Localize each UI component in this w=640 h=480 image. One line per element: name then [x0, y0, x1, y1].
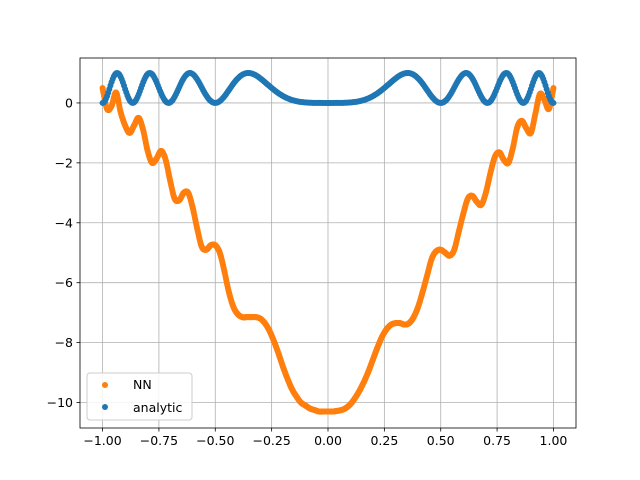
analytic-series — [99, 69, 557, 106]
x-tick-label: 0.75 — [483, 433, 511, 448]
legend: NN analytic — [86, 372, 193, 421]
y-tick-label: −6 — [55, 275, 73, 290]
y-axis-ticks: −10 −8 −6 −4 −2 0 — [47, 95, 80, 410]
y-tick-label: −2 — [55, 155, 73, 170]
legend-nn-marker — [102, 382, 108, 388]
x-tick-label: −0.50 — [196, 433, 234, 448]
legend-box — [86, 372, 193, 421]
analytic-point — [550, 99, 557, 106]
y-tick-label: −8 — [55, 335, 73, 350]
nn-series — [99, 84, 557, 415]
x-tick-label: 1.00 — [540, 433, 568, 448]
y-tick-label: −10 — [47, 395, 73, 410]
x-axis-ticks: −1.00 −0.75 −0.50 −0.25 0.00 0.25 0.50 0.75 1.00 — [83, 428, 567, 448]
y-tick-label: 0 — [65, 95, 73, 110]
x-tick-label: 0.50 — [427, 433, 455, 448]
legend-analytic-label: analytic — [133, 400, 182, 415]
x-tick-label: 0.00 — [314, 433, 342, 448]
x-tick-label: −0.75 — [140, 433, 178, 448]
y-tick-label: −4 — [55, 215, 73, 230]
legend-analytic-marker — [102, 404, 108, 410]
legend-nn-label: NN — [133, 377, 152, 392]
x-tick-label: −0.25 — [252, 433, 290, 448]
x-tick-label: 0.25 — [370, 433, 398, 448]
nn-point — [550, 84, 557, 91]
x-tick-label: −1.00 — [83, 433, 121, 448]
